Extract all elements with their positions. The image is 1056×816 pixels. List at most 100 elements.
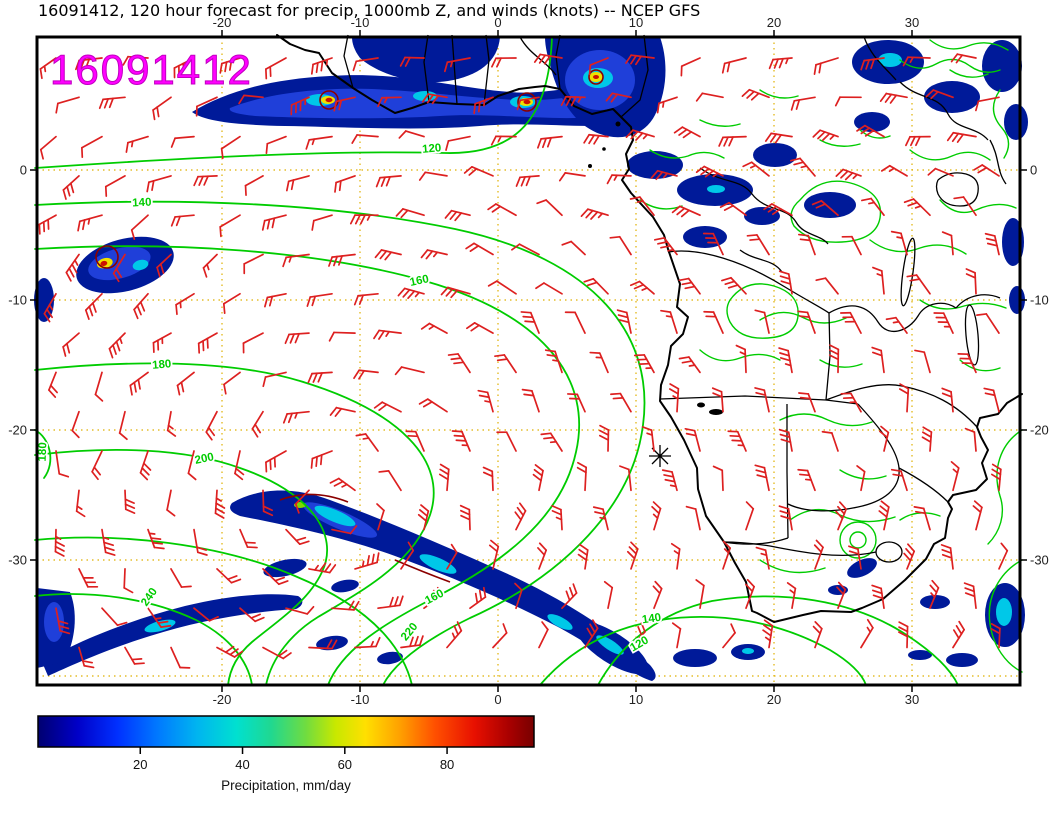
wind-barb — [444, 209, 471, 222]
wind-barb — [173, 57, 195, 79]
wind-barb — [561, 583, 578, 610]
wind-barb — [108, 332, 126, 359]
wind-barb — [695, 92, 724, 102]
wind-barb — [71, 410, 80, 439]
wind-barb — [921, 426, 933, 452]
wind-barb — [745, 501, 755, 531]
wind-barb — [746, 234, 770, 256]
wind-barb — [285, 175, 310, 192]
wind-barb — [584, 619, 599, 649]
wind-barb — [308, 562, 337, 574]
wind-barb — [243, 253, 264, 275]
wind-barb — [378, 470, 402, 492]
wind-barb — [284, 332, 310, 345]
x-axis-label-top: -20 — [213, 15, 232, 30]
wind-barb — [62, 332, 80, 357]
wind-barb — [718, 135, 747, 147]
wind-barb — [465, 322, 494, 334]
wind-barb — [400, 541, 415, 570]
contour-label: 180 — [152, 358, 172, 372]
wind-barb — [239, 607, 265, 623]
wind-barb — [222, 292, 241, 315]
wind-barb — [610, 392, 632, 413]
wind-barb — [576, 461, 588, 492]
wind-barb — [711, 387, 724, 413]
wind-barb — [220, 135, 241, 159]
wind-barb — [778, 270, 793, 295]
wind-barb — [459, 504, 471, 531]
wind-barb — [55, 607, 71, 635]
wind-barb — [941, 387, 954, 413]
x-axis-label-top: 0 — [494, 15, 501, 30]
wind-barb — [373, 329, 402, 340]
wind-barb — [352, 57, 379, 72]
wind-barb — [537, 542, 548, 570]
wind-barb — [187, 450, 197, 481]
wind-barb — [914, 349, 931, 374]
wind-barb — [55, 450, 70, 478]
wind-barb — [205, 410, 218, 441]
wind-barb — [641, 426, 655, 452]
wind-barb — [544, 349, 563, 374]
wind-barb — [856, 124, 885, 138]
wind-barb — [147, 528, 165, 550]
colorbar-tick-label: 80 — [440, 757, 454, 772]
wind-barb — [925, 89, 954, 100]
wind-barb — [872, 266, 885, 295]
wind-barb — [152, 96, 172, 121]
wind-barb — [722, 623, 736, 649]
wind-barb — [727, 430, 747, 452]
colorbar-title: Precipitation, mm/day — [221, 778, 351, 793]
wind-barb — [65, 253, 80, 282]
wind-barb — [927, 167, 954, 177]
wind-barb — [418, 398, 448, 413]
wind-barb — [671, 622, 682, 649]
wind-barb — [104, 175, 126, 197]
contour-label: 120 — [422, 142, 442, 156]
wind-barb — [815, 277, 839, 295]
wind-barb — [251, 410, 264, 438]
wind-barb — [375, 175, 402, 188]
wind-barb — [536, 199, 563, 217]
wind-barb — [629, 280, 655, 295]
wind-barb — [778, 428, 793, 452]
wind-barbs-layer — [38, 53, 1009, 669]
wind-barb — [193, 607, 220, 622]
wind-barb — [998, 542, 1009, 570]
y-axis-label-right: -10 — [1030, 293, 1049, 308]
wind-barb — [440, 286, 471, 299]
contour-label: 140 — [641, 612, 662, 627]
wind-barb — [583, 133, 609, 145]
wind-barb — [580, 208, 609, 220]
wind-barb — [898, 383, 910, 413]
wind-barb — [952, 620, 965, 649]
wind-barb — [841, 235, 862, 256]
wind-barb — [695, 579, 705, 610]
wind-barb — [719, 201, 747, 217]
colorbar-gradient-bar — [37, 715, 535, 748]
station-asterisk-marker — [649, 445, 671, 467]
wind-barb — [890, 230, 908, 256]
wind-barb — [244, 175, 264, 196]
wind-barb — [418, 171, 448, 181]
wind-barb — [123, 568, 134, 594]
colorbar-tick-label: 60 — [338, 757, 352, 772]
wind-barb — [170, 135, 195, 148]
wind-barb — [443, 57, 471, 73]
wind-barb — [328, 253, 356, 267]
wind-barb — [778, 505, 793, 531]
wind-barb — [420, 249, 448, 260]
wind-barb — [514, 582, 523, 610]
wind-barb — [834, 96, 862, 107]
wind-barb — [533, 53, 563, 65]
wind-barb — [285, 528, 310, 545]
wind-barb — [78, 568, 99, 588]
wind-barb — [754, 387, 770, 413]
wind-barb — [118, 410, 128, 441]
wind-barb — [214, 489, 226, 519]
wind-barb — [492, 623, 508, 649]
wind-barb — [307, 371, 333, 384]
wind-barb — [521, 388, 540, 413]
wind-barb — [129, 371, 149, 396]
wind-barb — [861, 197, 885, 217]
